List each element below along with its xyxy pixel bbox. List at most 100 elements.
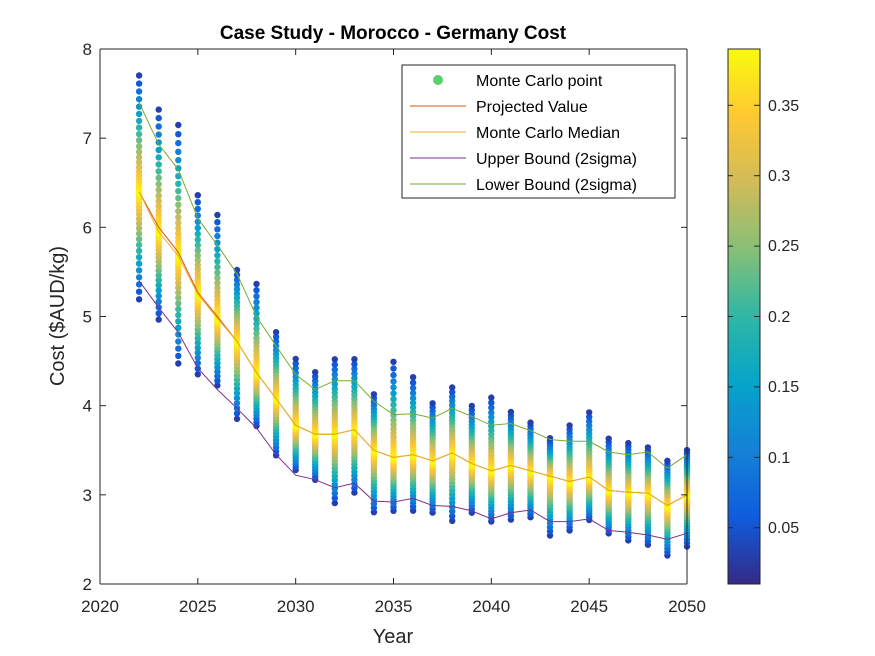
monte-carlo-point [175,225,182,232]
monte-carlo-point [409,384,417,392]
legend-label: Lower Bound (2sigma) [476,177,637,194]
monte-carlo-point [253,293,260,300]
x-tick-label: 2020 [81,597,119,616]
monte-carlo-point [214,252,221,259]
monte-carlo-point [214,284,221,291]
monte-carlo-point [233,415,241,423]
chart-title: Case Study - Morocco - Germany Cost [220,23,567,44]
monte-carlo-point [488,394,495,401]
monte-carlo-point [135,164,143,171]
monte-carlo-point [214,372,221,380]
monte-carlo-point [507,408,515,416]
monte-carlo-point [488,404,495,411]
monte-carlo-point [175,345,182,352]
monte-carlo-point [488,414,495,421]
monte-carlo-point [272,329,280,336]
monte-carlo-point [175,131,182,138]
monte-carlo-point [175,121,182,129]
monte-carlo-point [175,352,182,360]
monte-carlo-point [253,325,260,332]
monte-carlo-point [135,236,143,243]
monte-carlo-point [527,419,534,426]
monte-carlo-point [429,400,436,407]
monte-carlo-point [175,180,182,187]
y-tick-label: 6 [83,218,92,237]
monte-carlo-point [135,72,143,79]
colorbar-tick-label: 0.2 [768,309,790,326]
monte-carlo-point [175,139,182,147]
monte-carlo-point [175,300,182,307]
monte-carlo-point [175,208,182,215]
y-tick-label: 8 [83,40,92,59]
monte-carlo-point [214,239,221,246]
monte-carlo-point [233,399,241,407]
monte-carlo-point [351,365,358,373]
monte-carlo-point [194,339,201,347]
monte-carlo-point [155,161,162,168]
monte-carlo-point [155,180,162,188]
x-tick-label: 2050 [668,597,706,616]
monte-carlo-point [155,267,162,274]
monte-carlo-point [135,148,143,156]
monte-carlo-point [155,202,162,210]
monte-carlo-point [488,409,495,416]
monte-carlo-point [194,257,201,264]
monte-carlo-point [155,197,162,205]
monte-carlo-point [390,384,397,391]
monte-carlo-point [331,371,338,378]
monte-carlo-point [194,199,201,206]
y-tick-label: 3 [83,486,92,505]
legend-label: Projected Value [476,99,588,116]
monte-carlo-point [175,294,182,302]
colorbar-tick-label: 0.3 [768,168,790,185]
monte-carlo-point [370,391,378,398]
monte-carlo-point [233,290,241,297]
monte-carlo-point [214,219,221,226]
monte-carlo-point [214,226,221,233]
monte-carlo-point [292,360,299,367]
monte-carlo-point [351,356,358,363]
monte-carlo-point [135,220,143,227]
monte-carlo-point [586,409,593,416]
monte-carlo-point [155,207,162,214]
y-axis-label: Cost ($AUD/kg) [47,246,69,386]
monte-carlo-point [214,263,221,271]
monte-carlo-point [175,318,182,325]
monte-carlo-point [175,284,182,291]
monte-carlo-point [135,254,143,261]
monte-carlo-point [155,168,162,175]
monte-carlo-point [194,224,201,232]
monte-carlo-point [194,242,201,249]
monte-carlo-point [175,234,182,242]
monte-carlo-point [214,377,221,384]
monte-carlo-point [253,287,260,294]
monte-carlo-point [409,379,417,386]
monte-carlo-point [194,247,201,254]
monte-carlo-point [175,219,182,227]
monte-carlo-point [135,110,143,118]
legend: Monte Carlo point Projected Value Monte … [401,64,676,199]
monte-carlo-point [135,88,143,95]
monte-carlo-point [155,131,162,138]
y-tick-label: 5 [83,308,92,327]
monte-carlo-point [155,298,162,305]
monte-carlo-point [194,252,201,259]
monte-carlo-point [390,396,397,403]
monte-carlo-point [175,230,182,237]
monte-carlo-point [214,279,221,287]
monte-carlo-point [390,358,397,365]
y-tick-label: 2 [83,575,92,594]
monte-carlo-point [155,192,162,199]
colorbar-tick-label: 0.1 [768,450,790,467]
monte-carlo-points [135,72,691,559]
monte-carlo-point [135,288,143,295]
monte-carlo-point [175,201,182,208]
monte-carlo-point [351,360,358,368]
monte-carlo-point [135,159,143,166]
monte-carlo-point [233,390,241,397]
legend-label: Monte Carlo point [476,73,603,90]
legend-label: Monte Carlo Median [476,125,620,142]
monte-carlo-point [409,374,417,381]
monte-carlo-point [292,365,299,372]
monte-carlo-point [449,508,456,515]
